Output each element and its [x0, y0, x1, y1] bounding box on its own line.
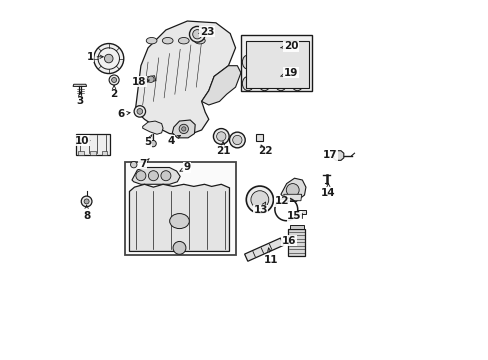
Polygon shape — [201, 66, 241, 105]
Ellipse shape — [194, 37, 205, 44]
Circle shape — [134, 106, 145, 117]
Text: 6: 6 — [118, 109, 130, 119]
Circle shape — [232, 135, 242, 145]
Circle shape — [246, 186, 273, 213]
Polygon shape — [332, 151, 343, 160]
Circle shape — [109, 75, 119, 85]
Ellipse shape — [258, 76, 270, 91]
Circle shape — [250, 191, 268, 208]
Circle shape — [137, 109, 142, 114]
Text: 13: 13 — [253, 202, 267, 215]
Bar — [241, 35, 312, 91]
Polygon shape — [172, 120, 195, 138]
Bar — [102, 151, 107, 155]
Text: 4: 4 — [167, 135, 180, 146]
Text: 7: 7 — [139, 159, 149, 169]
Text: 3: 3 — [77, 93, 83, 107]
Text: 20: 20 — [280, 41, 298, 51]
Bar — [256, 134, 263, 141]
Text: 12: 12 — [274, 197, 289, 206]
Polygon shape — [135, 21, 235, 135]
Text: 9: 9 — [180, 162, 190, 172]
Text: 17: 17 — [322, 150, 337, 160]
Text: 14: 14 — [321, 184, 335, 198]
Text: 5: 5 — [144, 135, 152, 148]
Polygon shape — [146, 76, 156, 82]
Polygon shape — [132, 167, 180, 184]
Bar — [78, 151, 84, 155]
Circle shape — [94, 44, 123, 73]
Ellipse shape — [291, 55, 303, 69]
Ellipse shape — [275, 55, 286, 69]
Text: 21: 21 — [215, 141, 230, 157]
Text: 23: 23 — [199, 27, 214, 37]
Circle shape — [149, 140, 156, 147]
Circle shape — [136, 171, 145, 181]
Circle shape — [189, 26, 205, 42]
Bar — [124, 162, 235, 255]
Circle shape — [173, 242, 185, 254]
Bar — [246, 41, 308, 88]
Text: 11: 11 — [264, 248, 278, 265]
Circle shape — [216, 132, 225, 141]
Circle shape — [148, 171, 158, 181]
Ellipse shape — [162, 37, 173, 44]
Bar — [90, 151, 96, 155]
Circle shape — [181, 127, 185, 131]
Polygon shape — [281, 178, 305, 202]
Ellipse shape — [146, 37, 157, 44]
Ellipse shape — [178, 37, 189, 44]
Polygon shape — [129, 184, 229, 251]
Bar — [297, 210, 305, 214]
Ellipse shape — [258, 55, 270, 69]
Circle shape — [147, 76, 154, 82]
Polygon shape — [283, 194, 301, 201]
Bar — [289, 225, 303, 229]
Circle shape — [161, 171, 171, 181]
Text: 2: 2 — [110, 85, 118, 99]
Ellipse shape — [242, 55, 253, 69]
Circle shape — [285, 184, 299, 197]
Text: 8: 8 — [83, 205, 90, 221]
Circle shape — [229, 132, 244, 148]
Circle shape — [111, 77, 116, 82]
Text: 19: 19 — [280, 68, 298, 78]
Bar — [287, 229, 305, 256]
Text: 18: 18 — [132, 77, 149, 87]
Text: 1: 1 — [86, 52, 103, 62]
Polygon shape — [244, 238, 283, 261]
Circle shape — [179, 124, 188, 134]
Circle shape — [84, 199, 89, 204]
Ellipse shape — [169, 213, 189, 229]
Circle shape — [81, 196, 92, 207]
Text: 15: 15 — [286, 211, 301, 221]
Ellipse shape — [242, 76, 253, 91]
Circle shape — [130, 161, 137, 168]
Text: 22: 22 — [258, 145, 272, 157]
Circle shape — [104, 54, 113, 63]
Text: 16: 16 — [281, 236, 296, 246]
Ellipse shape — [275, 76, 286, 91]
Circle shape — [192, 30, 202, 39]
Bar — [76, 134, 110, 155]
Ellipse shape — [291, 76, 303, 91]
Text: 10: 10 — [75, 136, 90, 146]
Circle shape — [213, 129, 229, 144]
Polygon shape — [142, 121, 163, 134]
Polygon shape — [73, 84, 86, 86]
